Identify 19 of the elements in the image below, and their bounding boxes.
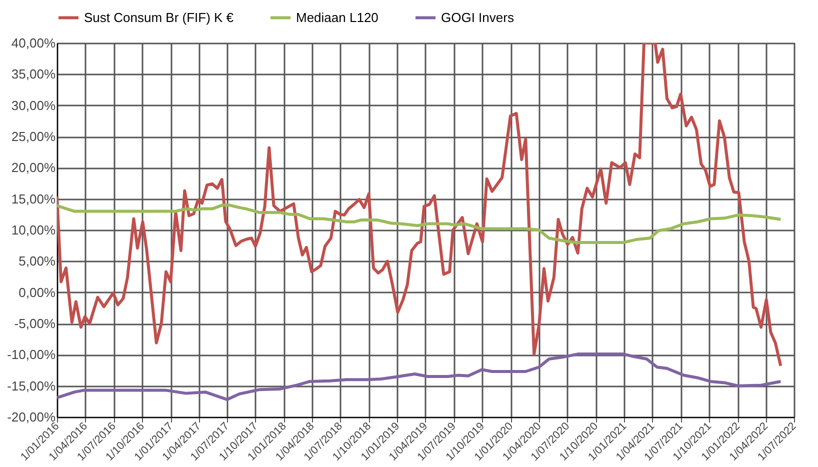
legend-label: Sust Consum Br (FIF) K €: [84, 10, 234, 25]
y-tick-label: -5,00%: [14, 316, 56, 331]
y-tick-label: 20,00%: [11, 160, 56, 176]
legend-label: Mediaan L120: [296, 10, 378, 25]
y-tick-label: 30,00%: [11, 98, 56, 113]
legend-label: GOGI Invers: [441, 10, 514, 25]
y-tick-label: 15,00%: [11, 191, 56, 206]
y-tick-label: 5,00%: [18, 254, 56, 269]
line-series: [57, 204, 782, 244]
y-tick-label: -10,00%: [7, 347, 56, 362]
line-series: [57, 352, 782, 402]
line-series: [57, 43, 782, 368]
y-tick-label: 10,00%: [11, 222, 56, 238]
y-tick-label: -20,00%: [7, 410, 56, 424]
y-tick-label: 0,00%: [18, 284, 56, 300]
y-tick-label: 35,00%: [11, 66, 56, 82]
y-tick-label: -15,00%: [7, 378, 56, 394]
y-tick-label: 25,00%: [11, 129, 56, 144]
y-tick-label: 40,00%: [11, 36, 56, 50]
